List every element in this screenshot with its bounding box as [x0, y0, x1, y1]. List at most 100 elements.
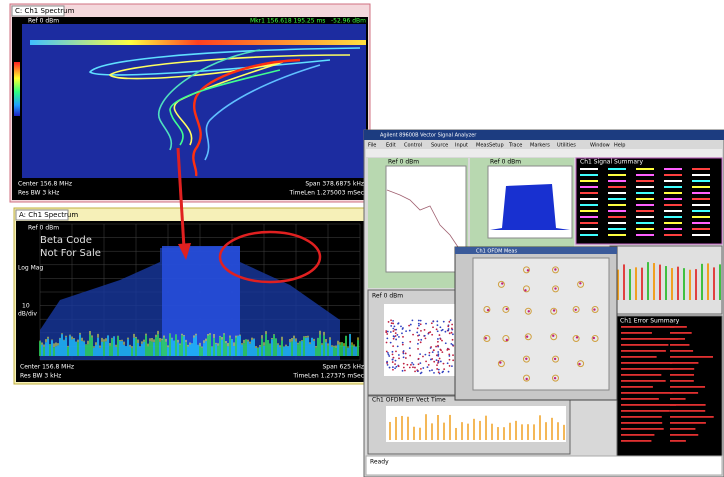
table-cell: [692, 180, 710, 182]
dot: [393, 338, 395, 340]
symbol: [527, 269, 529, 271]
dot: [402, 344, 404, 346]
dot: [392, 359, 394, 361]
symbol: [528, 310, 530, 312]
dot: [449, 359, 451, 361]
dot: [442, 329, 444, 331]
text-line: [670, 326, 687, 328]
dot: [449, 332, 451, 334]
marker-value: -52.96 dBm: [331, 18, 366, 25]
menu-item[interactable]: Help: [614, 143, 625, 149]
text-line: [621, 350, 666, 352]
text-line: [670, 362, 698, 364]
dot: [425, 337, 427, 339]
watermark: Not For Sale: [40, 248, 101, 259]
dot: [390, 331, 392, 333]
table-cell: [692, 204, 710, 206]
menu-item[interactable]: Utilities: [557, 143, 576, 149]
table-cell: [608, 186, 626, 188]
dot: [408, 325, 410, 327]
menu-item[interactable]: MeasSetup: [476, 143, 504, 149]
dot: [409, 367, 411, 369]
menu-item[interactable]: Markers: [530, 143, 550, 149]
table-cell: [692, 198, 710, 200]
dot: [387, 364, 389, 366]
status-pane: [366, 456, 722, 475]
dot: [435, 346, 437, 348]
spectrogram-band: [30, 40, 366, 45]
dot: [436, 364, 438, 366]
dot: [388, 354, 390, 356]
text-line: [670, 422, 706, 424]
symbol: [506, 339, 508, 341]
dot: [424, 329, 426, 331]
table-cell: [664, 186, 682, 188]
dot: [447, 330, 449, 332]
text-line: [670, 392, 698, 394]
dot: [443, 368, 445, 370]
dot: [445, 331, 447, 333]
dot: [428, 364, 430, 366]
menu-item[interactable]: Source: [431, 143, 448, 149]
dot: [443, 321, 445, 323]
text-line: [670, 404, 706, 406]
menu-item[interactable]: Window: [590, 143, 610, 149]
menu-item[interactable]: Edit: [386, 143, 396, 149]
table-cell: [608, 210, 626, 212]
menu-item[interactable]: Input: [455, 143, 468, 149]
text-line: [621, 410, 670, 412]
table-cell: [692, 192, 710, 194]
table-cell: [608, 174, 626, 176]
dot: [392, 366, 394, 368]
text-line: [621, 368, 673, 370]
watermark: Beta Code: [40, 235, 92, 246]
dot: [420, 341, 422, 343]
dot: [396, 334, 398, 336]
table-cell: [664, 210, 682, 212]
symbol: [552, 335, 554, 337]
table-cell: [692, 234, 710, 236]
table-cell: [580, 222, 598, 224]
symbol: [501, 282, 503, 284]
dot: [392, 361, 394, 363]
text-line: [670, 416, 714, 418]
dot: [395, 332, 397, 334]
menu-item[interactable]: Trace: [508, 143, 522, 149]
text-line: [621, 422, 662, 424]
menu-item[interactable]: Control: [404, 143, 422, 149]
text-line: [670, 440, 686, 442]
dot: [409, 341, 411, 343]
dot: [447, 325, 449, 327]
dot: [438, 361, 440, 363]
table-cell: [664, 198, 682, 200]
dot: [385, 331, 387, 333]
dot: [440, 361, 442, 363]
toolbar: [366, 149, 722, 157]
table-cell: [692, 222, 710, 224]
dot: [445, 342, 447, 344]
dot: [449, 365, 451, 367]
table-cell: [580, 216, 598, 218]
dot: [452, 354, 454, 356]
footer-left: Res BW 3 kHz: [18, 190, 59, 197]
table-cell: [636, 216, 654, 218]
table-cell: [580, 234, 598, 236]
text-line: [621, 434, 654, 436]
dot: [387, 352, 389, 354]
dot: [392, 369, 394, 371]
text-line: [621, 332, 652, 334]
symbol: [576, 336, 578, 338]
dot: [441, 371, 443, 373]
dot: [411, 362, 413, 364]
table-cell: [636, 180, 654, 182]
pane-label: Ch1 OFDM Meas: [476, 249, 517, 255]
symbol: [499, 361, 501, 363]
text-line: [621, 356, 657, 358]
dot: [451, 324, 453, 326]
dot: [418, 325, 420, 327]
table-cell: [608, 180, 626, 182]
dot: [424, 354, 426, 356]
menu-item[interactable]: File: [368, 143, 376, 149]
dot: [400, 326, 402, 328]
symbol: [526, 335, 528, 337]
